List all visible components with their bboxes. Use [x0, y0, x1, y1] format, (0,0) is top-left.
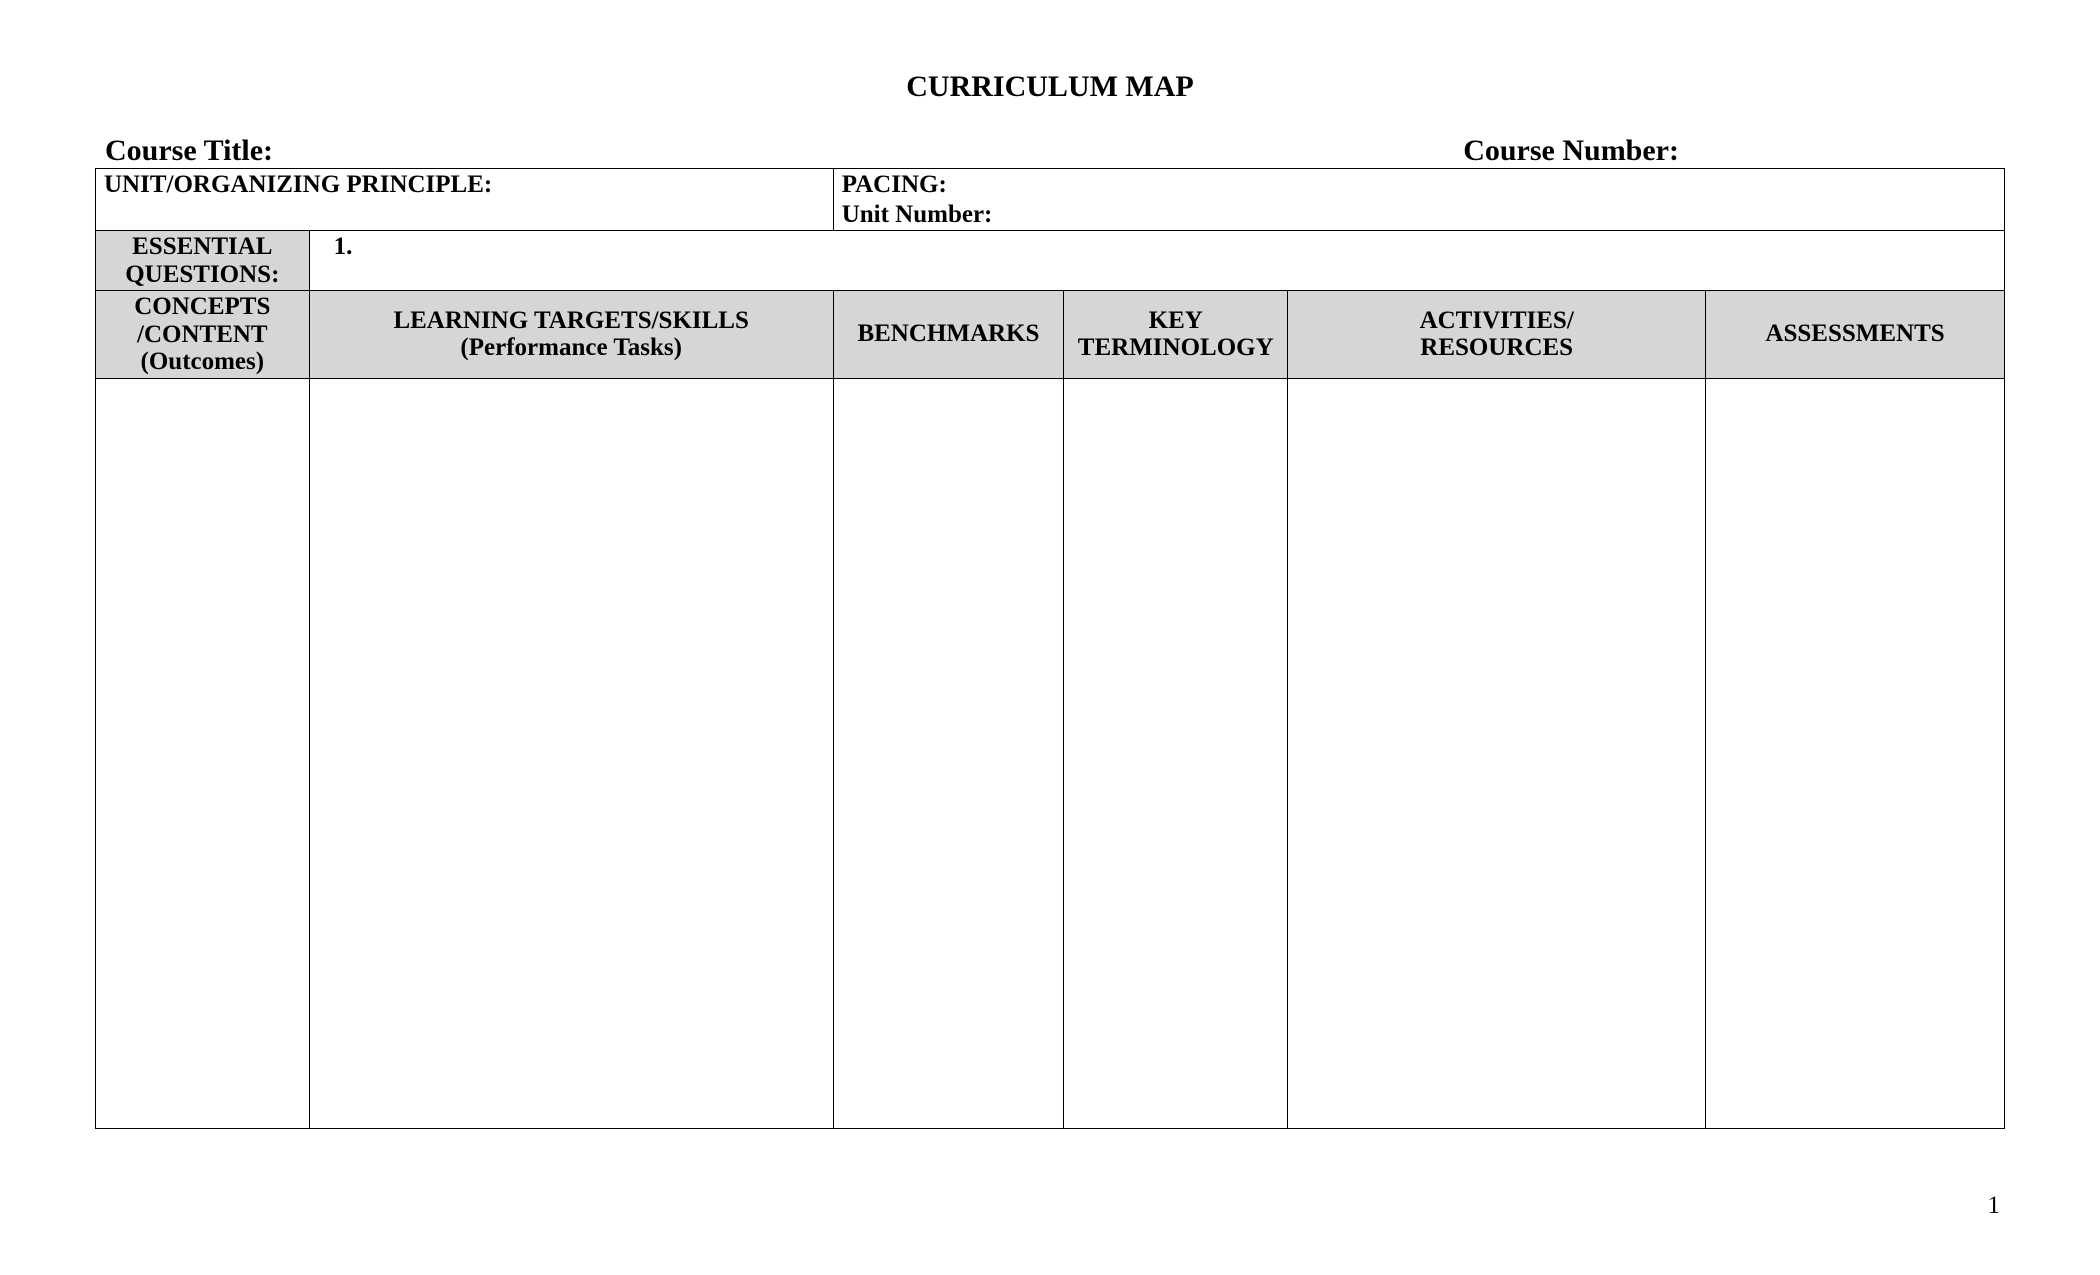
essential-questions-label-cell: ESSENTIAL QUESTIONS: — [96, 231, 310, 291]
body-assessments-cell — [1706, 378, 2005, 1128]
body-activities-cell — [1288, 378, 1706, 1128]
course-title-label: Course Title: — [105, 134, 273, 168]
course-row: Course Title: Course Number: — [105, 134, 1999, 168]
header-benchmarks-text: BENCHMARKS — [857, 320, 1039, 347]
unit-principle-cell: UNIT/ORGANIZING PRINCIPLE: — [96, 169, 834, 231]
header-concepts-line1: CONCEPTS — [104, 293, 301, 321]
unit-number-label: Unit Number: — [842, 201, 993, 228]
header-assessments-text: ASSESSMENTS — [1765, 320, 1944, 347]
header-key-line1: KEY — [1072, 307, 1279, 335]
eq-label-line1: ESSENTIAL — [104, 233, 301, 261]
curriculum-map-page: CURRICULUM MAP Course Title: Course Numb… — [0, 0, 2100, 1275]
header-activities-line2: RESOURCES — [1296, 334, 1697, 362]
column-headers-row: CONCEPTS /CONTENT (Outcomes) LEARNING TA… — [96, 291, 2005, 379]
header-key-line2: TERMINOLOGY — [1072, 334, 1279, 362]
body-learning-cell — [309, 378, 833, 1128]
body-terminology-cell — [1064, 378, 1288, 1128]
pacing-cell: PACING: Unit Number: — [833, 169, 2004, 231]
course-number-label: Course Number: — [1463, 134, 1679, 168]
body-benchmarks-cell — [833, 378, 1063, 1128]
course-title-value — [273, 134, 1463, 168]
unit-principle-label: UNIT/ORGANIZING PRINCIPLE: — [104, 171, 492, 198]
page-number: 1 — [1988, 1192, 2001, 1220]
header-activities-line1: ACTIVITIES/ — [1296, 307, 1697, 335]
header-learning-line1: LEARNING TARGETS/SKILLS — [318, 307, 825, 335]
header-activities: ACTIVITIES/ RESOURCES — [1288, 291, 1706, 379]
body-concepts-cell — [96, 378, 310, 1128]
header-learning-line2: (Performance Tasks) — [318, 334, 825, 362]
info-row: UNIT/ORGANIZING PRINCIPLE: PACING: Unit … — [96, 169, 2005, 231]
header-concepts-line3: (Outcomes) — [104, 348, 301, 376]
header-concepts-line2: /CONTENT — [104, 321, 301, 349]
essential-questions-row: ESSENTIAL QUESTIONS: 1. — [96, 231, 2005, 291]
body-row — [96, 378, 2005, 1128]
curriculum-table: UNIT/ORGANIZING PRINCIPLE: PACING: Unit … — [95, 168, 2005, 1129]
header-benchmarks: BENCHMARKS — [833, 291, 1063, 379]
eq-item-1: 1. — [334, 233, 353, 260]
header-assessments: ASSESSMENTS — [1706, 291, 2005, 379]
header-key-terminology: KEY TERMINOLOGY — [1064, 291, 1288, 379]
pacing-label: PACING: — [842, 171, 947, 198]
header-learning: LEARNING TARGETS/SKILLS (Performance Tas… — [309, 291, 833, 379]
header-concepts: CONCEPTS /CONTENT (Outcomes) — [96, 291, 310, 379]
eq-label-line2: QUESTIONS: — [104, 261, 301, 289]
essential-questions-content-cell: 1. — [309, 231, 2004, 291]
page-title: CURRICULUM MAP — [95, 70, 2005, 104]
